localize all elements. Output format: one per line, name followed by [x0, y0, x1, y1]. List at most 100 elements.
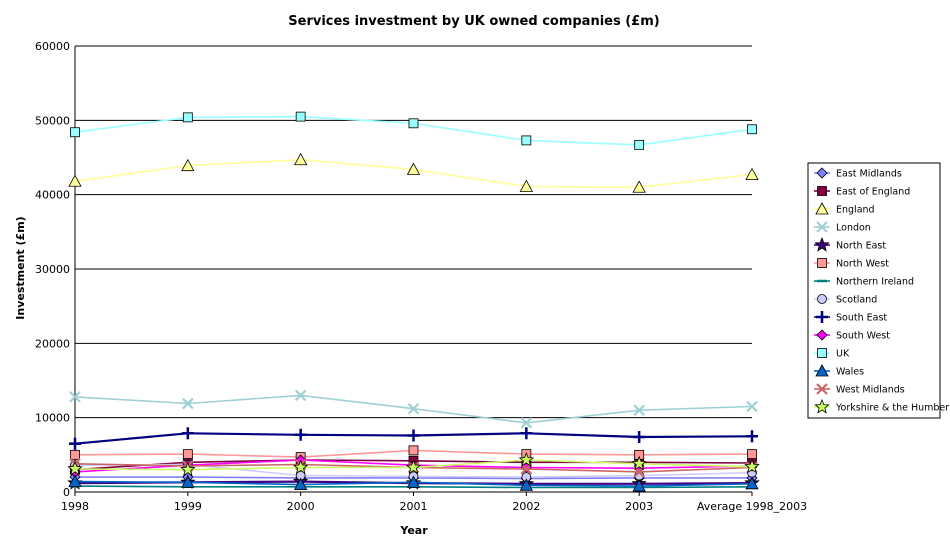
legend-item-northern-ireland: Northern Ireland — [814, 277, 914, 288]
data-point-uk — [295, 111, 306, 122]
data-point-uk — [70, 127, 80, 138]
legend-label: West Midlands — [836, 385, 905, 396]
legend-item-north-east: North East — [814, 236, 886, 252]
x-tick-label: 2001 — [400, 500, 428, 513]
legend-label: East Midlands — [836, 169, 902, 180]
legend-item-wales: Wales — [814, 364, 864, 378]
legend-label: Yorkshire & the Humber — [835, 403, 949, 414]
legend-item-scotland: Scotland — [814, 294, 877, 306]
legend-marker-wales — [815, 364, 829, 377]
y-axis-title: Investment (£m) — [14, 216, 27, 319]
data-point-wales — [406, 475, 421, 488]
data-point-north-west — [70, 449, 80, 460]
legend-item-london: London — [814, 221, 871, 234]
data-point-south-east — [746, 430, 758, 443]
data-point-yorkshire-the-humber — [67, 460, 83, 476]
data-point-yorkshire-the-humber — [292, 459, 309, 474]
data-point-england — [181, 158, 195, 172]
chart-title: Services investment by UK owned companie… — [288, 14, 659, 29]
legend-item-south-west: South West — [814, 329, 890, 342]
data-point-england — [519, 179, 534, 192]
x-tick-label: 2002 — [512, 500, 540, 513]
legend-marker-south-west — [816, 329, 828, 341]
legend-marker-west-midlands — [816, 383, 828, 395]
data-point-london — [633, 404, 645, 417]
data-point-north-west — [182, 449, 193, 459]
data-point-uk — [408, 118, 419, 129]
legend-label: Northern Ireland — [836, 277, 914, 288]
data-point-england — [745, 167, 759, 180]
data-point-england — [632, 180, 646, 193]
y-tick-label: 30000 — [35, 263, 70, 276]
legend-label: Wales — [836, 367, 864, 378]
y-tick-label: 60000 — [35, 40, 70, 53]
data-point-uk — [182, 112, 193, 123]
data-point-wales — [293, 477, 308, 490]
legend-label: England — [836, 205, 875, 216]
x-tick-label: 2000 — [287, 500, 315, 513]
y-tick-label: 50000 — [35, 114, 70, 127]
legend-box — [807, 162, 941, 419]
data-point-london — [407, 402, 420, 415]
data-point-south-east — [181, 427, 194, 440]
legend-label: London — [836, 223, 871, 234]
x-tick-label: 2003 — [625, 500, 653, 513]
data-point-south-east — [520, 427, 533, 440]
data-point-london — [746, 400, 758, 413]
x-tick-label: Average 1998_2003 — [697, 500, 807, 513]
legend-marker-north-east — [814, 236, 830, 252]
legend-item-uk: UK — [814, 348, 850, 360]
data-point-wales — [519, 478, 534, 491]
data-point-uk — [521, 135, 532, 146]
legend-item-west-midlands: West Midlands — [814, 383, 905, 396]
data-point-london — [182, 397, 194, 410]
data-point-yorkshire-the-humber — [180, 461, 196, 477]
legend-marker-england — [815, 202, 829, 215]
y-tick-label: 20000 — [35, 337, 70, 350]
legend-item-england: England — [814, 202, 875, 216]
data-point-london — [69, 391, 81, 403]
legend-label: South West — [836, 331, 890, 342]
data-point-yorkshire-the-humber — [405, 459, 422, 474]
legend-marker-south-east — [816, 311, 828, 323]
legend-label: South East — [836, 313, 887, 324]
data-point-yorkshire-the-humber — [518, 451, 535, 467]
legend-marker-north-west — [817, 258, 827, 268]
data-point-south-east — [407, 429, 420, 442]
data-point-wales — [632, 479, 646, 492]
legend-label: North East — [836, 241, 886, 252]
legend-label: Scotland — [836, 295, 877, 306]
legend-marker-uk — [817, 348, 827, 358]
data-point-uk — [747, 124, 757, 135]
legend-marker-east-of-england — [817, 186, 827, 196]
data-point-london — [294, 389, 307, 402]
legend-item-yorkshire-the-humber: Yorkshire & the Humber — [814, 398, 949, 414]
data-point-yorkshire-the-humber — [631, 455, 647, 471]
data-point-north-west — [747, 449, 757, 459]
data-point-uk — [634, 139, 645, 150]
data-point-wales — [68, 474, 82, 487]
data-point-wales — [745, 476, 759, 490]
x-axis-title: Year — [399, 524, 428, 537]
x-tick-label: 1998 — [61, 500, 89, 513]
legend-marker-london — [816, 221, 828, 233]
legend-label: North West — [836, 259, 889, 270]
legend-label: UK — [836, 349, 850, 360]
legend-item-east-of-england: East of England — [814, 186, 910, 198]
legend-item-east-midlands: East Midlands — [814, 167, 902, 180]
data-point-yorkshire-the-humber — [744, 458, 760, 474]
y-tick-label: 0 — [63, 486, 70, 499]
legend-item-north-west: North West — [814, 258, 889, 270]
legend-marker-scotland — [817, 294, 827, 304]
data-point-north-west — [408, 445, 419, 456]
data-point-england — [293, 152, 308, 166]
legend-item-south-east: South East — [814, 311, 887, 324]
data-point-south-east — [294, 428, 307, 441]
data-point-england — [406, 162, 421, 175]
y-tick-label: 10000 — [35, 412, 70, 425]
data-point-wales — [181, 475, 195, 488]
legend-marker-east-midlands — [816, 167, 828, 179]
legend-marker-yorkshire-the-humber — [814, 398, 830, 414]
data-point-south-east — [633, 430, 646, 443]
